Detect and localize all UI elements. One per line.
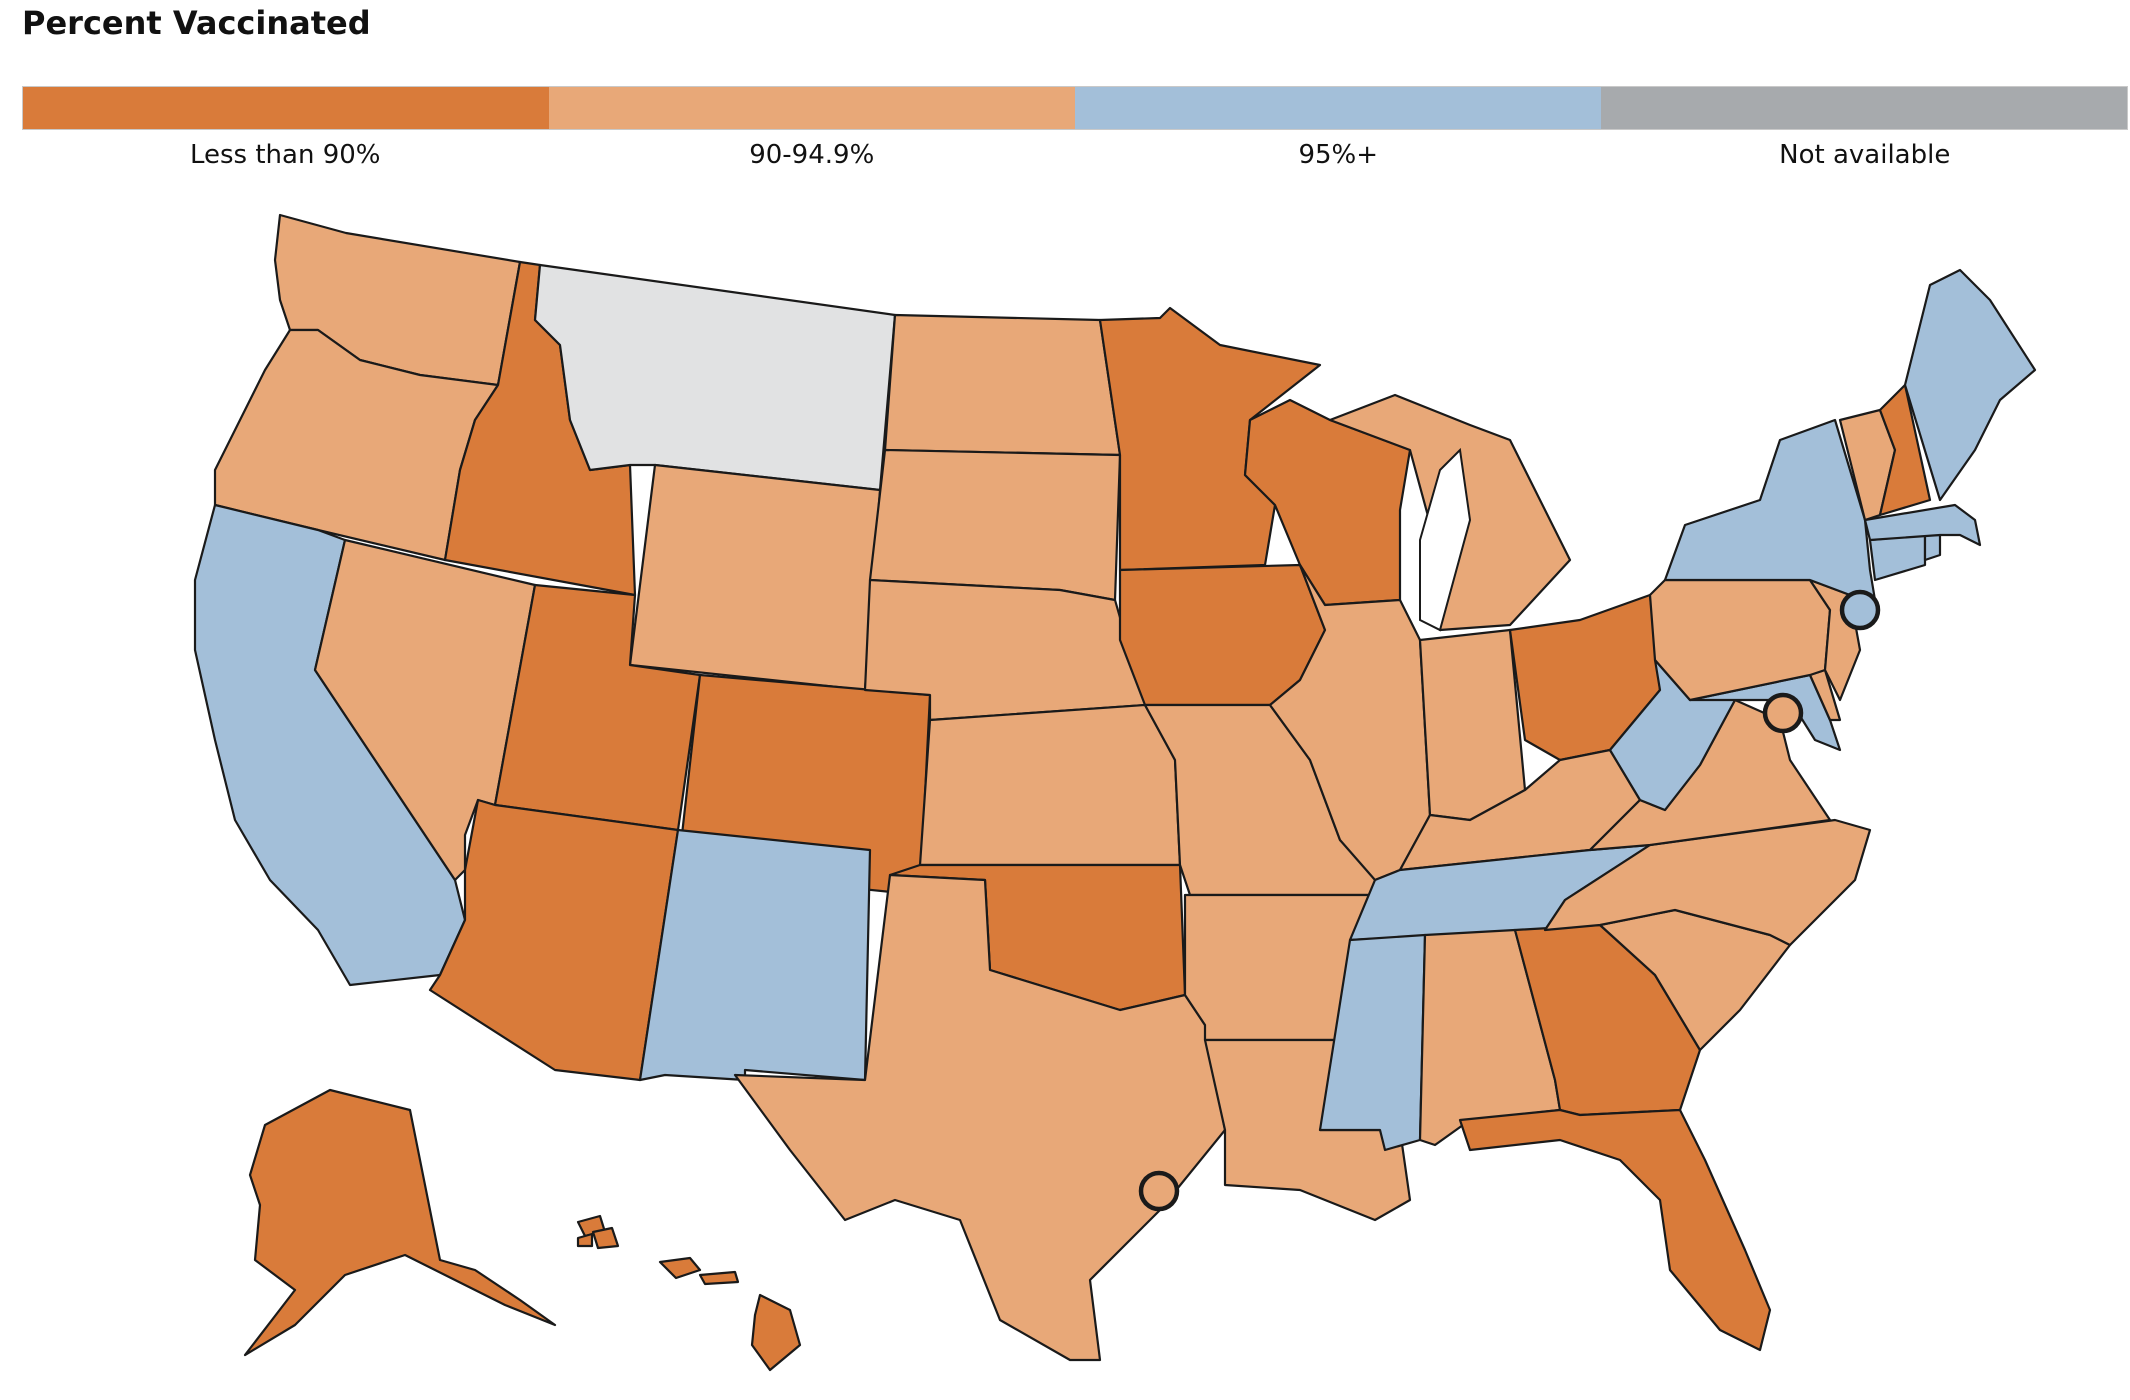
state-indiana[interactable] [1418, 628, 1527, 822]
state-arizona[interactable] [428, 798, 680, 1082]
city-marker-new-york[interactable] [1839, 589, 1881, 631]
legend-swatch-95-plus [1075, 87, 1601, 129]
states-layer [193, 213, 2037, 1372]
legend-label-less-than-90: Less than 90% [189, 140, 381, 170]
state-maine[interactable] [1903, 268, 2037, 502]
state-new-york[interactable] [1663, 418, 1877, 602]
state-kansas[interactable] [918, 703, 1182, 867]
city-marker-houston[interactable] [1138, 1170, 1180, 1212]
map-title: Percent Vaccinated [22, 4, 371, 42]
state-rhode-island[interactable] [1923, 533, 1942, 562]
legend-swatch-90-94-9 [549, 87, 1075, 129]
legend-label-not-available: Not available [1779, 140, 1951, 170]
legend-swatch-less-than-90 [23, 87, 549, 129]
state-alaska[interactable] [243, 1088, 557, 1357]
state-hawaii-niihau[interactable] [576, 1232, 594, 1248]
lakes-layer [1419, 447, 1472, 632]
state-texas[interactable] [733, 873, 1227, 1362]
legend-bar [22, 86, 2128, 130]
state-connecticut[interactable] [1868, 533, 1927, 582]
city-markers-layer [1138, 589, 1881, 1212]
state-hawaii-molokai[interactable] [698, 1270, 740, 1286]
state-massachusetts[interactable] [1863, 503, 1982, 547]
city-marker-washington-dc[interactable] [1762, 692, 1804, 734]
legend-label-90-94-9: 90-94.9% [749, 140, 875, 170]
state-montana[interactable] [533, 263, 897, 492]
state-new-mexico[interactable] [638, 828, 872, 1082]
lake-michigan [1419, 447, 1472, 632]
state-hawaii-maui[interactable] [658, 1256, 702, 1280]
state-south-dakota[interactable] [868, 448, 1122, 602]
legend-label-95-plus: 95%+ [1298, 140, 1379, 170]
state-north-dakota[interactable] [883, 313, 1122, 457]
state-hawaii-big-island[interactable] [750, 1293, 802, 1372]
state-new-hampshire[interactable] [1878, 383, 1932, 517]
legend-swatch-not-available [1601, 87, 2127, 129]
state-wyoming[interactable] [628, 463, 882, 692]
legend-labels: Less than 90% 90-94.9% 95%+ Not availabl… [22, 140, 2128, 170]
state-florida[interactable] [1458, 1108, 1772, 1352]
state-hawaii-kauai[interactable] [591, 1226, 620, 1250]
